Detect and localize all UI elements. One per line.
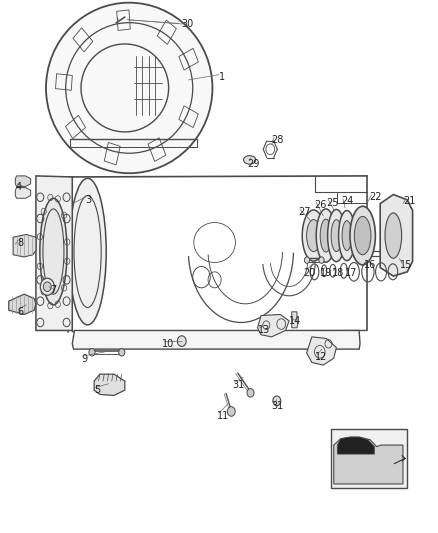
Ellipse shape (43, 282, 51, 292)
Text: 24: 24 (341, 197, 353, 206)
Text: 1: 1 (219, 72, 225, 82)
Polygon shape (331, 429, 407, 488)
Polygon shape (334, 437, 403, 484)
Text: 19: 19 (320, 268, 332, 278)
Text: 14: 14 (289, 316, 301, 326)
Ellipse shape (350, 206, 375, 265)
Text: 13: 13 (258, 326, 271, 335)
Polygon shape (307, 337, 336, 365)
Ellipse shape (316, 209, 336, 262)
Polygon shape (337, 437, 374, 454)
Ellipse shape (385, 213, 402, 258)
Circle shape (247, 389, 254, 397)
Circle shape (89, 349, 95, 356)
Ellipse shape (244, 156, 256, 164)
Text: 3: 3 (85, 195, 92, 205)
Circle shape (304, 257, 310, 263)
Text: 15: 15 (399, 261, 412, 270)
Text: 10: 10 (162, 339, 174, 349)
Circle shape (273, 396, 281, 406)
Polygon shape (15, 176, 31, 187)
Ellipse shape (328, 209, 345, 262)
Polygon shape (94, 374, 125, 395)
Ellipse shape (307, 220, 321, 252)
Polygon shape (36, 176, 72, 330)
Ellipse shape (354, 216, 371, 255)
Text: 31: 31 (272, 401, 284, 411)
Ellipse shape (46, 3, 212, 173)
Text: 8: 8 (18, 238, 24, 247)
Polygon shape (258, 314, 289, 337)
Text: 30: 30 (182, 19, 194, 29)
Polygon shape (9, 294, 36, 314)
Ellipse shape (302, 210, 325, 261)
Polygon shape (292, 312, 298, 328)
Ellipse shape (320, 219, 332, 252)
Circle shape (177, 336, 186, 346)
Ellipse shape (69, 178, 106, 325)
Text: 7: 7 (50, 286, 57, 295)
Text: 17: 17 (345, 268, 357, 278)
Ellipse shape (331, 220, 342, 252)
Text: 26: 26 (314, 200, 326, 210)
Ellipse shape (40, 198, 67, 305)
Text: 20: 20 (304, 268, 316, 278)
Text: 6: 6 (18, 307, 24, 317)
Circle shape (319, 257, 324, 263)
Text: 9: 9 (81, 354, 87, 364)
Text: 29: 29 (247, 159, 260, 168)
Text: 18: 18 (332, 268, 344, 278)
Text: 31: 31 (232, 380, 244, 390)
Polygon shape (15, 188, 31, 198)
Text: 27: 27 (298, 207, 311, 217)
Text: 22: 22 (369, 192, 381, 202)
Text: 12: 12 (315, 352, 328, 362)
Circle shape (227, 407, 235, 416)
Polygon shape (380, 195, 413, 276)
Text: 28: 28 (272, 135, 284, 144)
Circle shape (119, 349, 125, 356)
Ellipse shape (40, 278, 54, 295)
Text: 21: 21 (403, 197, 415, 206)
Ellipse shape (339, 211, 355, 261)
Text: 11: 11 (217, 411, 229, 421)
Text: 5: 5 (94, 385, 100, 395)
Text: 25: 25 (326, 198, 339, 207)
Ellipse shape (342, 221, 352, 251)
Text: 4: 4 (15, 182, 21, 191)
Polygon shape (13, 235, 36, 257)
Text: 16: 16 (364, 261, 377, 270)
Polygon shape (72, 330, 360, 349)
